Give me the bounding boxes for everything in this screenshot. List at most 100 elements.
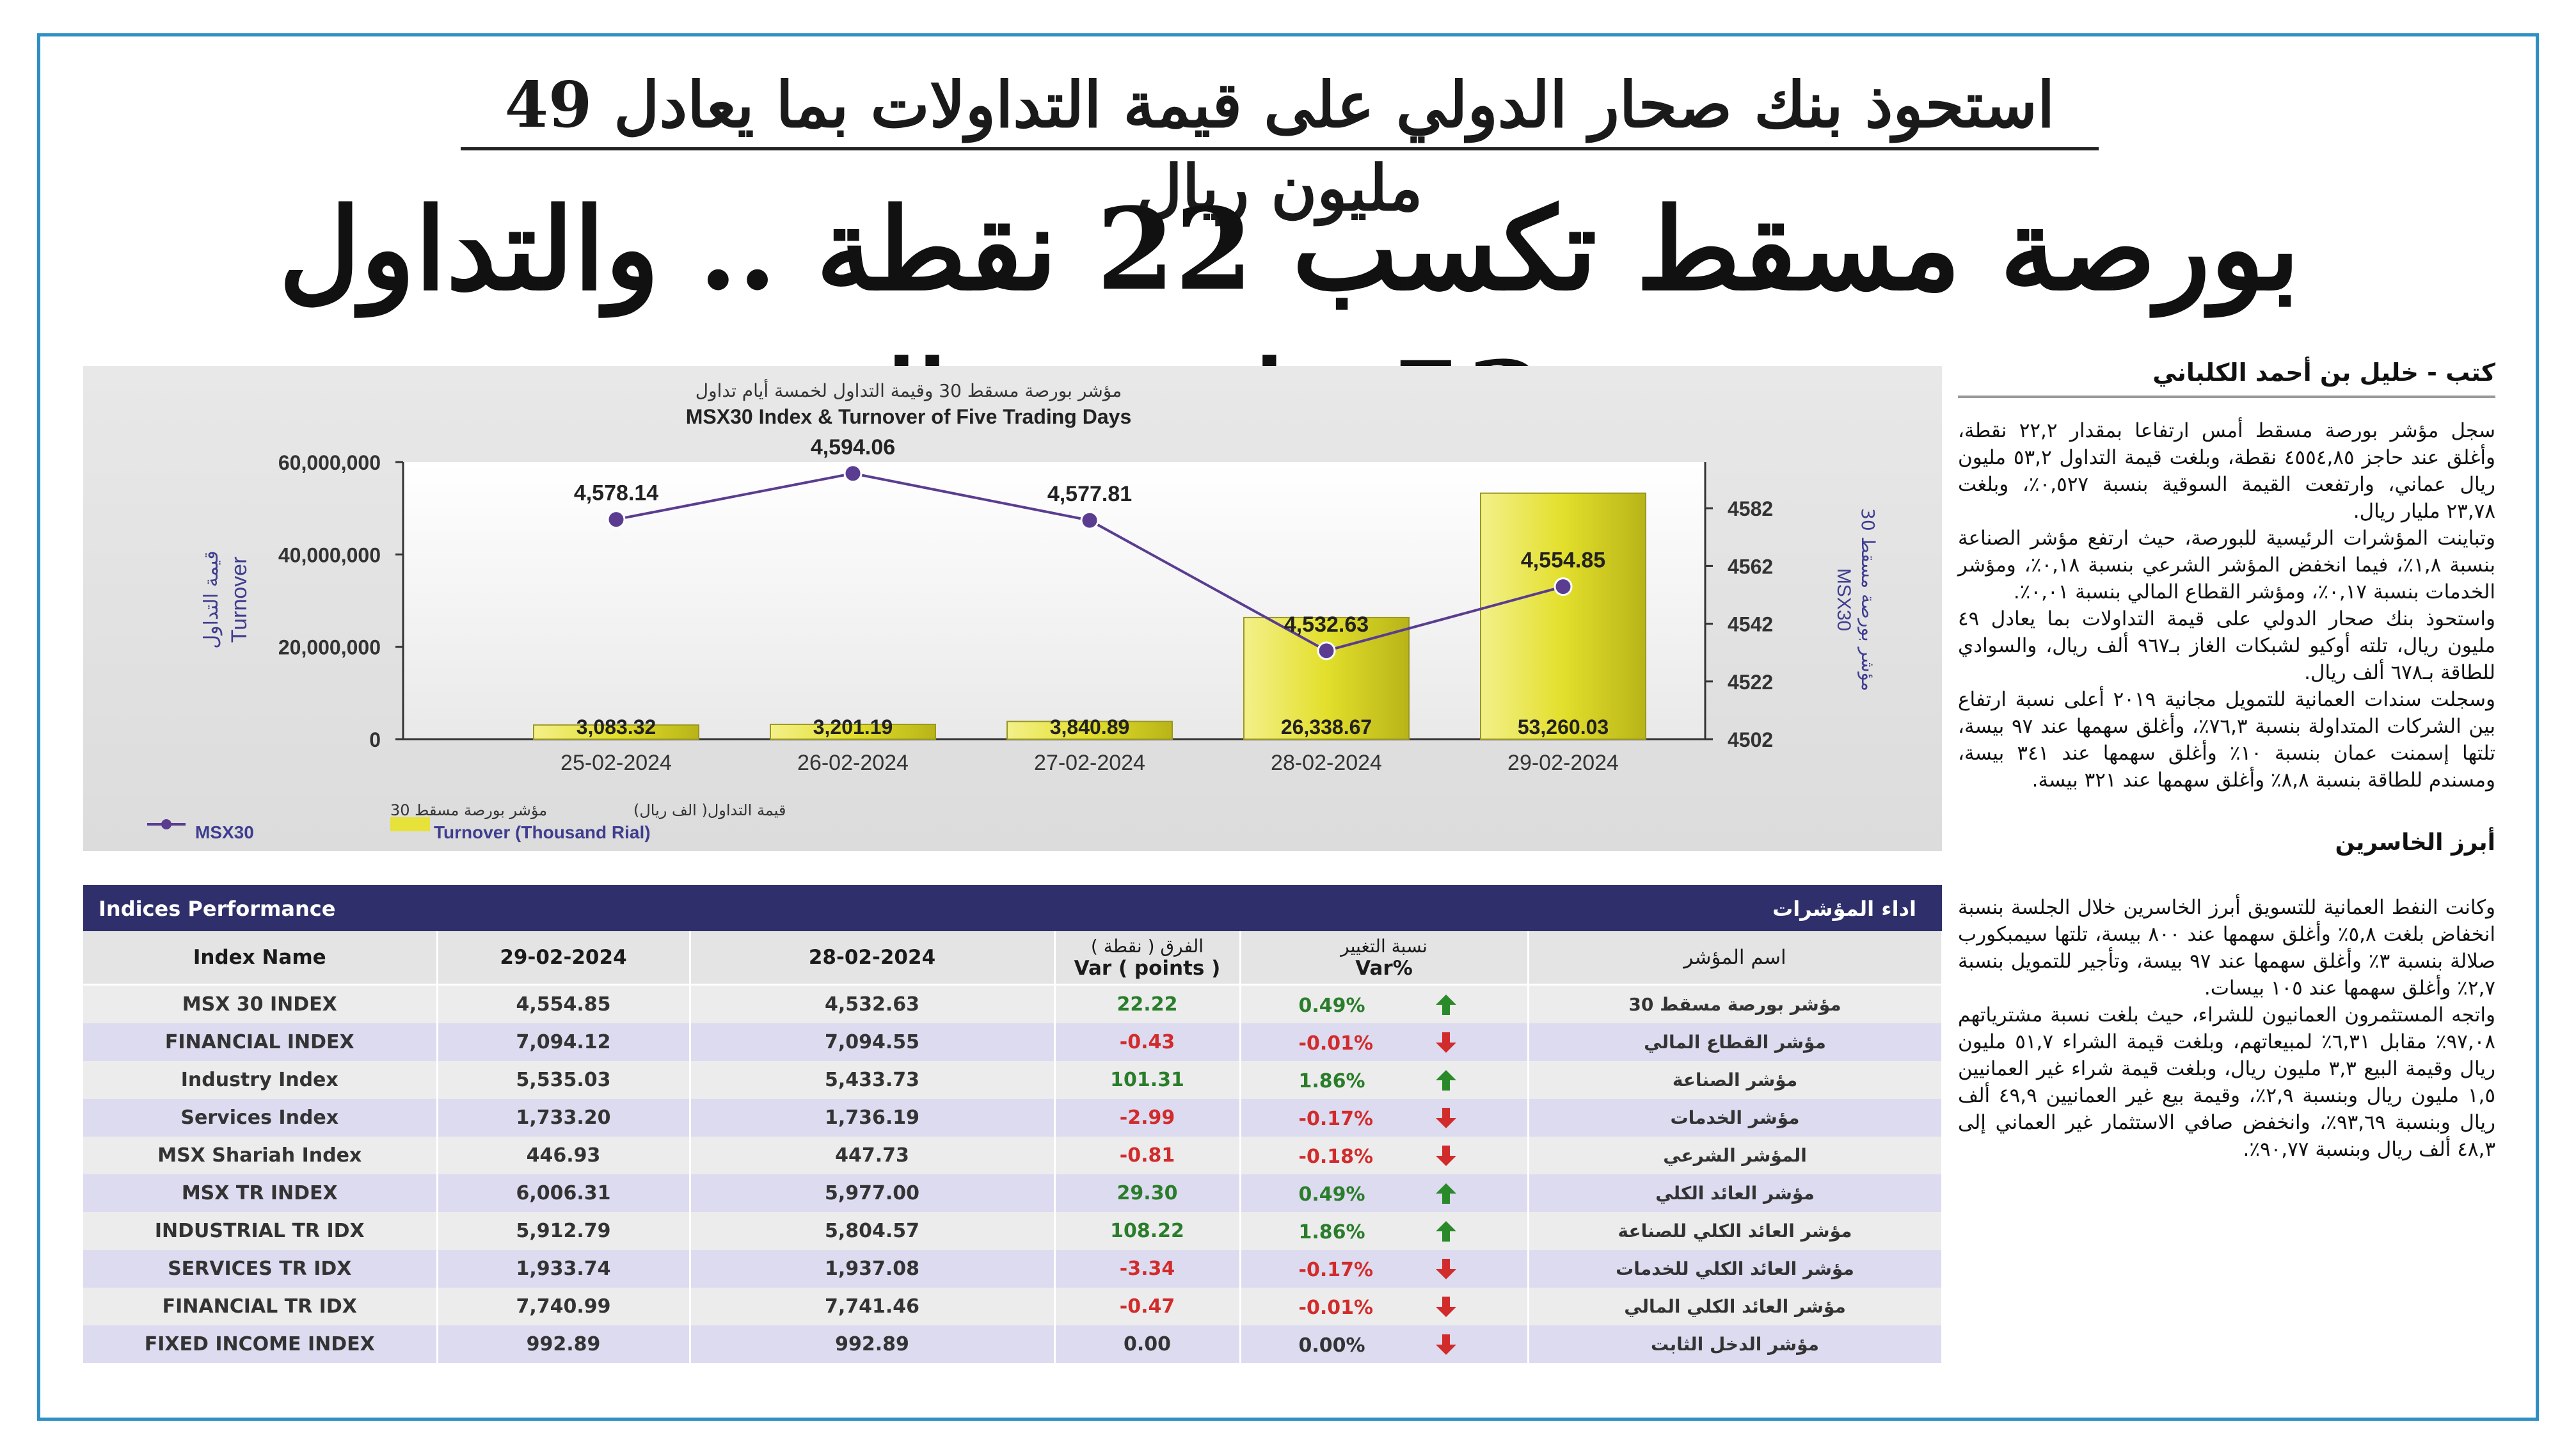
cell-var-points: 101.31 [1054, 1061, 1241, 1099]
arrow-down-icon [1435, 1031, 1457, 1059]
cell-value-date2: 5,433.73 [690, 1061, 1056, 1099]
article-paragraph: واستحوذ بنك صحار الدولي على قيمة التداول… [1958, 607, 2495, 684]
losers-body: وكانت النفط العمانية للتسويق أبرز الخاسر… [1958, 894, 2495, 1163]
left-axis-tick-label: 0 [369, 728, 381, 751]
legend-line-marker [161, 819, 171, 829]
turnover-bar-label: 53,260.03 [1518, 716, 1609, 739]
msx30-point [843, 464, 863, 483]
msx30-point-label: 4,554.85 [1521, 548, 1605, 573]
cell-index-name-ar: مؤشر العائد الكلي للخدمات [1528, 1250, 1943, 1288]
losers-heading: أبرز الخاسرين [2335, 829, 2495, 856]
msx30-point-label: 4,594.06 [811, 435, 895, 460]
right-axis-tick-label: 4582 [1728, 497, 1773, 520]
cell-var-points: 22.22 [1054, 984, 1241, 1023]
turnover-bar [533, 724, 699, 740]
legend-line-label: MSX30 [195, 822, 254, 842]
arrow-up-icon [1435, 993, 1457, 1021]
legend-bar-label: Turnover (Thousand Rial) [434, 822, 651, 842]
cell-value-date1: 7,094.12 [437, 1023, 691, 1061]
cell-var-pct-value: 0.00% [1298, 1334, 1365, 1357]
cell-var-pct: 1.86% [1240, 1212, 1529, 1250]
arrow-down-icon [1435, 1144, 1457, 1172]
cell-var-pct-value: -0.01% [1298, 1297, 1374, 1319]
table-row: Services Index 1,733.20 1,736.19 -2.99 -0.17… [83, 1099, 1943, 1137]
cell-var-pct: -0.01% [1240, 1023, 1529, 1061]
cell-var-pct-value: -0.01% [1298, 1032, 1374, 1055]
arrow-down-icon [1435, 1295, 1457, 1323]
cell-var-points: -2.99 [1054, 1099, 1241, 1137]
msx30-point [1317, 641, 1336, 660]
article-body: سجل مؤشر بورصة مسقط أمس ارتفاعا بمقدار ٢… [1958, 417, 2495, 794]
left-axis-label: Turnover [227, 557, 251, 643]
sub-headline: استحوذ بنك صحار الدولي على قيمة التداولا… [461, 64, 2099, 225]
x-tick-label: 29-02-2024 [1507, 751, 1619, 775]
header-var-points-ar: الفرق ( نقطة ) [1090, 936, 1204, 957]
cell-index-name-ar: مؤشر الصناعة [1528, 1061, 1943, 1099]
table-header-row: Index Name 29-02-2024 28-02-2024 الفرق (… [83, 931, 1943, 986]
cell-var-points: -0.81 [1054, 1137, 1241, 1174]
chart-title-ar: مؤشر بورصة مسقط 30 وقيمة التداول لخمسة أ… [696, 378, 1122, 401]
cell-index-name: MSX Shariah Index [83, 1137, 438, 1174]
table-title-ar: اداء المؤشرات [1772, 897, 1916, 921]
arrow-up-icon [1435, 1069, 1457, 1097]
cell-value-date2: 1,736.19 [690, 1099, 1056, 1137]
turnover-bar-label: 3,840.89 [1050, 716, 1130, 739]
header-date-2: 28-02-2024 [690, 931, 1056, 986]
article-paragraph: وتباينت المؤشرات الرئيسية للبورصة، حيث ا… [1958, 527, 2495, 604]
cell-index-name: SERVICES TR IDX [83, 1250, 438, 1288]
page-frame [37, 33, 2539, 1421]
cell-var-pct: -0.01% [1240, 1288, 1529, 1325]
right-axis-tick-label: 4542 [1728, 613, 1773, 636]
cell-var-pct-value: 0.49% [1298, 1183, 1365, 1206]
cell-index-name-ar: المؤشر الشرعي [1528, 1137, 1943, 1174]
x-tick-label: 27-02-2024 [1034, 751, 1145, 775]
table-row: FINANCIAL INDEX 7,094.12 7,094.55 -0.43 -0.0… [83, 1023, 1943, 1061]
cell-var-pct: 0.49% [1240, 984, 1529, 1023]
table-row: MSX Shariah Index 446.93 447.73 -0.81 -0.18%… [83, 1137, 1943, 1174]
cell-value-date2: 1,937.08 [690, 1250, 1056, 1288]
cell-value-date2: 447.73 [690, 1137, 1056, 1174]
header-var-pct-en: Var% [1355, 957, 1413, 980]
cell-index-name-ar: مؤشر العائد الكلي المالي [1528, 1288, 1943, 1325]
right-axis-tick-label: 4562 [1728, 555, 1773, 578]
table-row: FIXED INCOME INDEX 992.89 992.89 0.00 0.00% م… [83, 1325, 1943, 1363]
cell-var-pct-value: 1.86% [1298, 1070, 1365, 1092]
turnover-bar [770, 723, 936, 740]
cell-var-pct-value: -0.17% [1298, 1108, 1374, 1130]
cell-index-name: Services Index [83, 1099, 438, 1137]
turnover-bar [1480, 492, 1646, 740]
arrow-up-icon [1435, 1220, 1457, 1248]
cell-index-name: Industry Index [83, 1061, 438, 1099]
header-var-points: الفرق ( نقطة ) Var ( points ) [1054, 931, 1241, 986]
cell-var-points: 108.22 [1054, 1212, 1241, 1250]
cell-var-pct-value: -0.18% [1298, 1146, 1374, 1168]
cell-value-date1: 4,554.85 [437, 984, 691, 1023]
header-index-name-ar: اسم المؤشر [1528, 931, 1943, 986]
cell-var-pct: -0.17% [1240, 1099, 1529, 1137]
header-index-name: Index Name [83, 931, 438, 986]
right-axis-label: MSX30 [1833, 568, 1854, 631]
cell-var-points: 29.30 [1054, 1174, 1241, 1212]
cell-var-points: -3.34 [1054, 1250, 1241, 1288]
article-paragraph: وسجلت سندات العمانية للتمويل مجانية ٢٠١٩… [1958, 688, 2495, 792]
cell-var-pct: -0.18% [1240, 1137, 1529, 1174]
cell-index-name-ar: مؤشر الخدمات [1528, 1099, 1943, 1137]
msx30-point [1554, 577, 1573, 596]
chart-panel: مؤشر بورصة مسقط 30 وقيمة التداول لخمسة أ… [83, 366, 1942, 851]
indices-table: Index Name 29-02-2024 28-02-2024 الفرق (… [83, 931, 1943, 1363]
table-row: INDUSTRIAL TR IDX 5,912.79 5,804.57 108.22 1… [83, 1212, 1943, 1250]
cell-var-pct-value: 1.86% [1298, 1221, 1365, 1243]
cell-var-pct: 1.86% [1240, 1061, 1529, 1099]
left-axis-tick-label: 20,000,000 [278, 636, 381, 659]
arrow-down-icon [1435, 1107, 1457, 1135]
main-headline: بورصة مسقط تكسب 22 نقطة .. والتداول عند … [278, 183, 2300, 469]
article-paragraph: سجل مؤشر بورصة مسقط أمس ارتفاعا بمقدار ٢… [1958, 419, 2496, 523]
losers-paragraph: وكانت النفط العمانية للتسويق أبرز الخاسر… [1958, 896, 2495, 1000]
cell-value-date2: 992.89 [690, 1325, 1056, 1363]
cell-var-points: -0.47 [1054, 1288, 1241, 1325]
cell-value-date1: 992.89 [437, 1325, 691, 1363]
x-tick-label: 28-02-2024 [1271, 751, 1382, 775]
x-tick-label: 25-02-2024 [561, 751, 672, 775]
turnover-bar-label: 26,338.67 [1281, 716, 1372, 739]
x-tick-label: 26-02-2024 [797, 751, 909, 775]
